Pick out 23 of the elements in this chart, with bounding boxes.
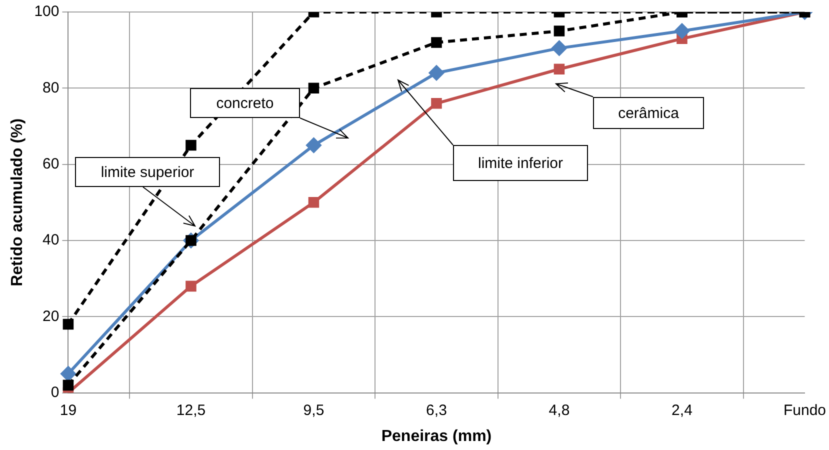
- y-tick-label: 0: [50, 384, 60, 401]
- x-tick-label: Fundo: [783, 402, 826, 419]
- x-tick-label: 12,5: [176, 402, 206, 419]
- callout-box: limite superior: [75, 157, 220, 187]
- y-tick-label: 60: [42, 155, 60, 172]
- x-tick-label: 2,4: [672, 402, 692, 419]
- annotation: cerâmica: [618, 104, 679, 122]
- x-axis-title: Peneiras (mm): [381, 428, 492, 445]
- annotation: limite superior: [100, 164, 194, 180]
- x-tick-label: 4,8: [548, 402, 570, 419]
- annotation: limite inferior: [478, 154, 564, 172]
- x-tick-label: 19: [60, 402, 77, 419]
- y-tick-label: 20: [42, 308, 60, 325]
- x-tick-label: 6,3: [426, 402, 447, 419]
- callout-box: cerâmica: [593, 97, 704, 129]
- callout-box: concreto: [190, 88, 300, 118]
- y-tick-label: 100: [34, 3, 60, 20]
- x-tick-label: 9,5: [303, 402, 324, 419]
- annotation: concreto: [216, 94, 274, 112]
- y-tick-label: 80: [42, 79, 60, 96]
- y-tick-label: 40: [42, 232, 60, 249]
- y-axis-title: Retido acumulado (%): [9, 118, 26, 286]
- callout-box: limite inferior: [453, 145, 588, 181]
